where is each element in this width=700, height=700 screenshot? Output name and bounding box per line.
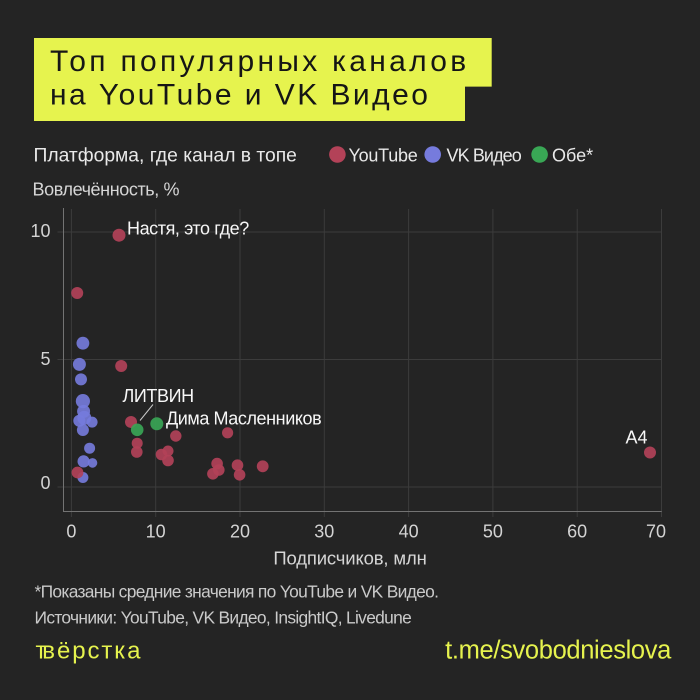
svg-text:40: 40 xyxy=(399,522,419,542)
svg-text:0: 0 xyxy=(40,473,50,493)
svg-text:t.me/svobodnieslova: t.me/svobodnieslova xyxy=(445,637,672,665)
svg-text:на YouTube и VK Видео: на YouTube и VK Видео xyxy=(50,79,430,112)
svg-text:50: 50 xyxy=(483,522,503,542)
svg-text:Источники: YouTube, VK Видео,: Источники: YouTube, VK Видео, InsightIQ,… xyxy=(35,608,412,628)
svg-text:Дима Масленников: Дима Масленников xyxy=(166,409,321,429)
svg-text:*Показаны средние значения по: *Показаны средние значения по YouTube и … xyxy=(35,582,439,602)
svg-text:0: 0 xyxy=(66,522,76,542)
svg-text:YouTube: YouTube xyxy=(349,146,418,166)
svg-text:Платформа, где канал в топе: Платформа, где канал в топе xyxy=(34,145,297,166)
svg-text:Обе*: Обе* xyxy=(552,146,593,166)
svg-text:30: 30 xyxy=(314,522,334,542)
svg-text:60: 60 xyxy=(567,522,587,542)
svg-text:70: 70 xyxy=(646,522,666,542)
svg-text:VK Видео: VK Видео xyxy=(447,146,522,166)
svg-text:Вовлечённость, %: Вовлечённость, % xyxy=(33,179,180,199)
svg-text:Подписчиков, млн: Подписчиков, млн xyxy=(273,547,426,568)
svg-text:20: 20 xyxy=(230,522,250,542)
svg-text:Настя, это где?: Настя, это где? xyxy=(127,219,249,239)
svg-text:A4: A4 xyxy=(626,428,648,448)
svg-text:ЛИТВИН: ЛИТВИН xyxy=(123,386,194,406)
svg-text:твёрстка: твёрстка xyxy=(36,638,143,665)
svg-text:10: 10 xyxy=(30,221,50,241)
svg-text:5: 5 xyxy=(40,349,50,369)
svg-text:10: 10 xyxy=(146,522,166,542)
svg-text:Топ популярных каналов: Топ популярных каналов xyxy=(50,45,469,78)
